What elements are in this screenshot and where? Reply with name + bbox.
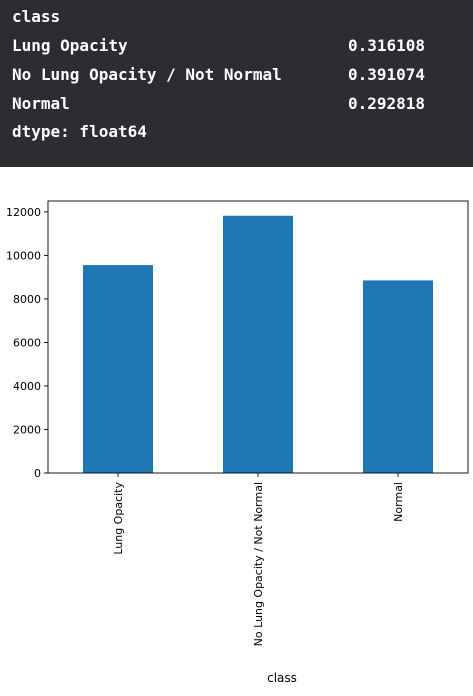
x-axis-label: class	[267, 671, 297, 685]
series-index-name: class	[12, 7, 61, 26]
y-tick-label: 2000	[13, 423, 41, 436]
y-tick-label: 10000	[6, 249, 41, 262]
series-row-label: Lung Opacity	[12, 36, 128, 55]
x-tick-label: Lung Opacity	[112, 482, 125, 555]
bar	[363, 280, 433, 473]
series-row-label: Normal	[12, 94, 70, 113]
series-row-value: 0.292818	[348, 94, 426, 113]
series-row-value: 0.316108	[348, 36, 426, 55]
y-tick-label: 6000	[13, 336, 41, 349]
y-tick-label: 8000	[13, 293, 41, 306]
y-tick-label: 12000	[6, 206, 41, 219]
cell-output: class Lung Opacity 0.316108 No Lung Opac…	[0, 0, 473, 167]
bar	[223, 215, 293, 474]
bar-chart: 0 2000 4000 6000 8000 10000 12000 Lung Opacity N…	[6, 200, 469, 685]
x-tick-label: No Lung Opacity / Not Normal	[252, 482, 265, 646]
series-row-label: No Lung Opacity / Not Normal	[12, 65, 282, 84]
series-dtype: dtype: float64	[12, 122, 147, 141]
y-tick-label: 4000	[13, 380, 41, 393]
series-row-value: 0.391074	[348, 65, 426, 84]
bar	[83, 265, 153, 473]
y-tick-label: 0	[34, 467, 41, 480]
x-tick-label: Normal	[392, 482, 405, 522]
